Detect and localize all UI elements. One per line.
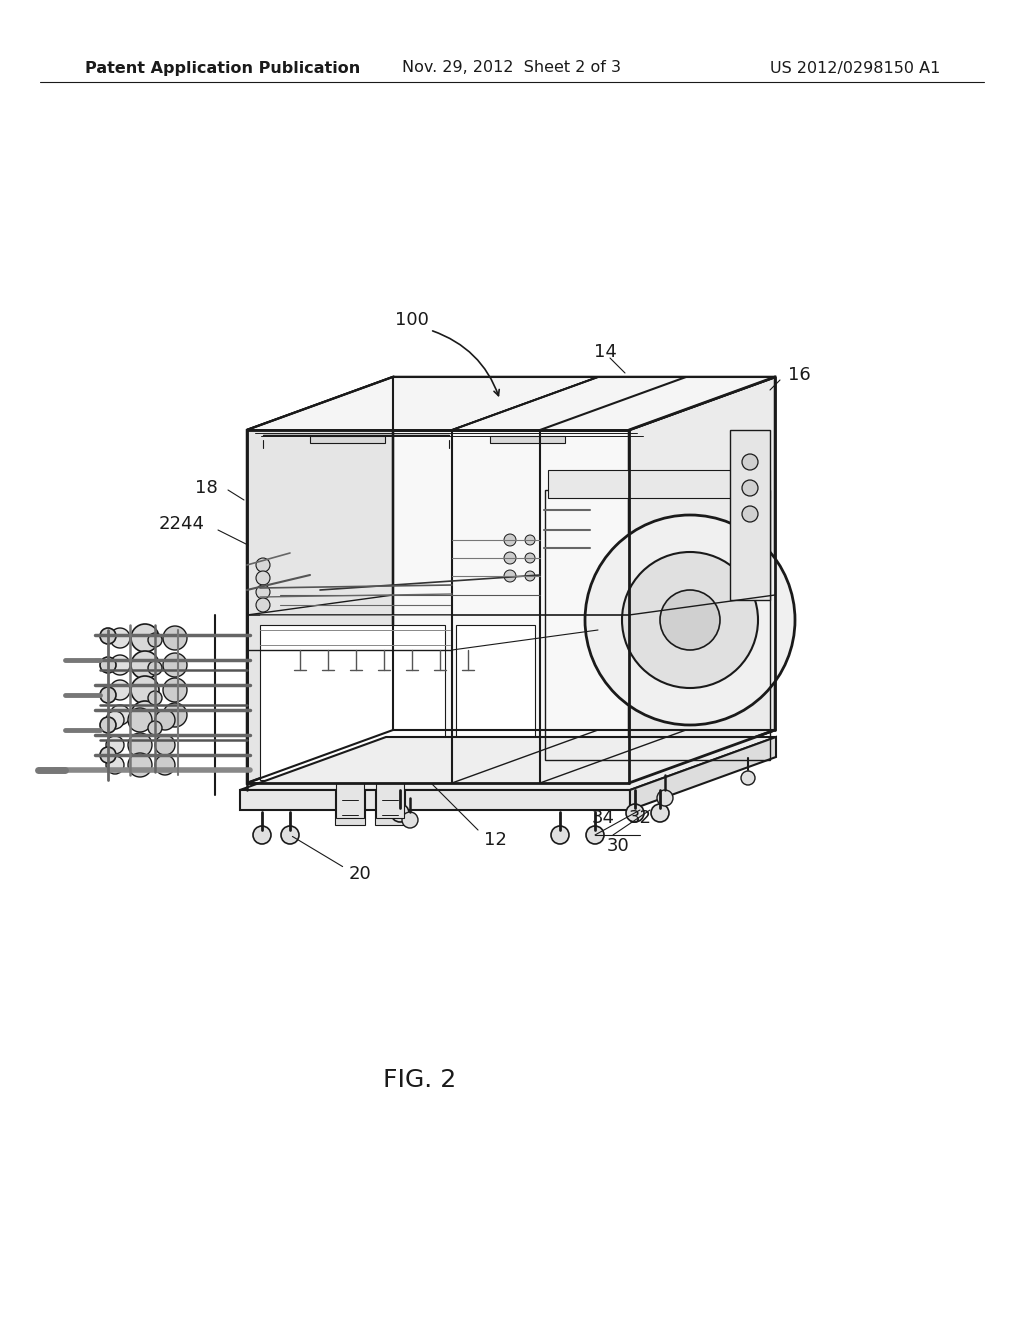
Polygon shape	[336, 783, 364, 818]
Circle shape	[106, 756, 124, 774]
Circle shape	[110, 655, 130, 675]
Circle shape	[657, 789, 673, 807]
Text: FIG. 2: FIG. 2	[383, 1068, 457, 1092]
Text: 2244: 2244	[159, 515, 205, 533]
Circle shape	[504, 570, 516, 582]
Circle shape	[128, 733, 152, 756]
Polygon shape	[548, 470, 770, 498]
Circle shape	[256, 558, 270, 572]
Circle shape	[100, 657, 116, 673]
Circle shape	[128, 708, 152, 733]
Circle shape	[163, 626, 187, 649]
Circle shape	[106, 711, 124, 729]
Polygon shape	[247, 378, 598, 430]
Circle shape	[256, 572, 270, 585]
Text: Patent Application Publication: Patent Application Publication	[85, 61, 360, 75]
Circle shape	[651, 804, 669, 822]
Circle shape	[110, 628, 130, 648]
Polygon shape	[247, 378, 775, 430]
Text: 32: 32	[629, 809, 651, 828]
Circle shape	[622, 552, 758, 688]
Text: US 2012/0298150 A1: US 2012/0298150 A1	[770, 61, 940, 75]
Circle shape	[742, 506, 758, 521]
Circle shape	[504, 552, 516, 564]
Circle shape	[742, 480, 758, 496]
Text: 34: 34	[592, 809, 614, 828]
Circle shape	[128, 752, 152, 777]
Circle shape	[100, 717, 116, 733]
Circle shape	[742, 454, 758, 470]
Circle shape	[660, 590, 720, 649]
Polygon shape	[240, 789, 630, 810]
Text: 16: 16	[788, 366, 811, 384]
Polygon shape	[630, 737, 776, 810]
Polygon shape	[375, 789, 406, 825]
Polygon shape	[247, 430, 629, 783]
Text: 20: 20	[348, 865, 372, 883]
Polygon shape	[260, 624, 445, 780]
Polygon shape	[240, 737, 776, 789]
Circle shape	[504, 535, 516, 546]
Polygon shape	[376, 783, 404, 818]
Circle shape	[256, 585, 270, 599]
Text: 100: 100	[395, 312, 429, 329]
Circle shape	[626, 804, 644, 822]
Polygon shape	[335, 789, 365, 825]
Circle shape	[110, 680, 130, 700]
Circle shape	[100, 628, 116, 644]
Circle shape	[100, 686, 116, 704]
Circle shape	[155, 710, 175, 730]
Circle shape	[586, 826, 604, 843]
Circle shape	[131, 701, 159, 729]
Circle shape	[163, 704, 187, 727]
Circle shape	[163, 678, 187, 702]
Circle shape	[155, 755, 175, 775]
Circle shape	[131, 651, 159, 678]
Polygon shape	[730, 430, 770, 601]
Circle shape	[106, 737, 124, 754]
Circle shape	[253, 826, 271, 843]
Circle shape	[110, 705, 130, 725]
Polygon shape	[452, 378, 775, 430]
Text: 12: 12	[483, 832, 507, 849]
Circle shape	[100, 747, 116, 763]
Circle shape	[585, 515, 795, 725]
Polygon shape	[247, 730, 775, 783]
Circle shape	[551, 826, 569, 843]
Circle shape	[148, 634, 162, 647]
Circle shape	[131, 676, 159, 704]
Polygon shape	[490, 436, 565, 444]
Circle shape	[525, 553, 535, 564]
Polygon shape	[629, 378, 775, 783]
Circle shape	[148, 721, 162, 735]
Circle shape	[131, 624, 159, 652]
Circle shape	[148, 661, 162, 675]
Polygon shape	[247, 378, 393, 783]
Circle shape	[741, 771, 755, 785]
Circle shape	[525, 535, 535, 545]
Circle shape	[163, 653, 187, 677]
Text: 30: 30	[606, 837, 630, 855]
Circle shape	[256, 598, 270, 612]
Text: Nov. 29, 2012  Sheet 2 of 3: Nov. 29, 2012 Sheet 2 of 3	[402, 61, 622, 75]
Polygon shape	[310, 436, 385, 444]
Circle shape	[402, 812, 418, 828]
Text: 14: 14	[594, 343, 616, 360]
Text: 18: 18	[196, 479, 218, 498]
Circle shape	[391, 804, 409, 822]
Circle shape	[281, 826, 299, 843]
Circle shape	[148, 690, 162, 705]
Polygon shape	[456, 624, 535, 780]
Circle shape	[155, 735, 175, 755]
Circle shape	[525, 572, 535, 581]
